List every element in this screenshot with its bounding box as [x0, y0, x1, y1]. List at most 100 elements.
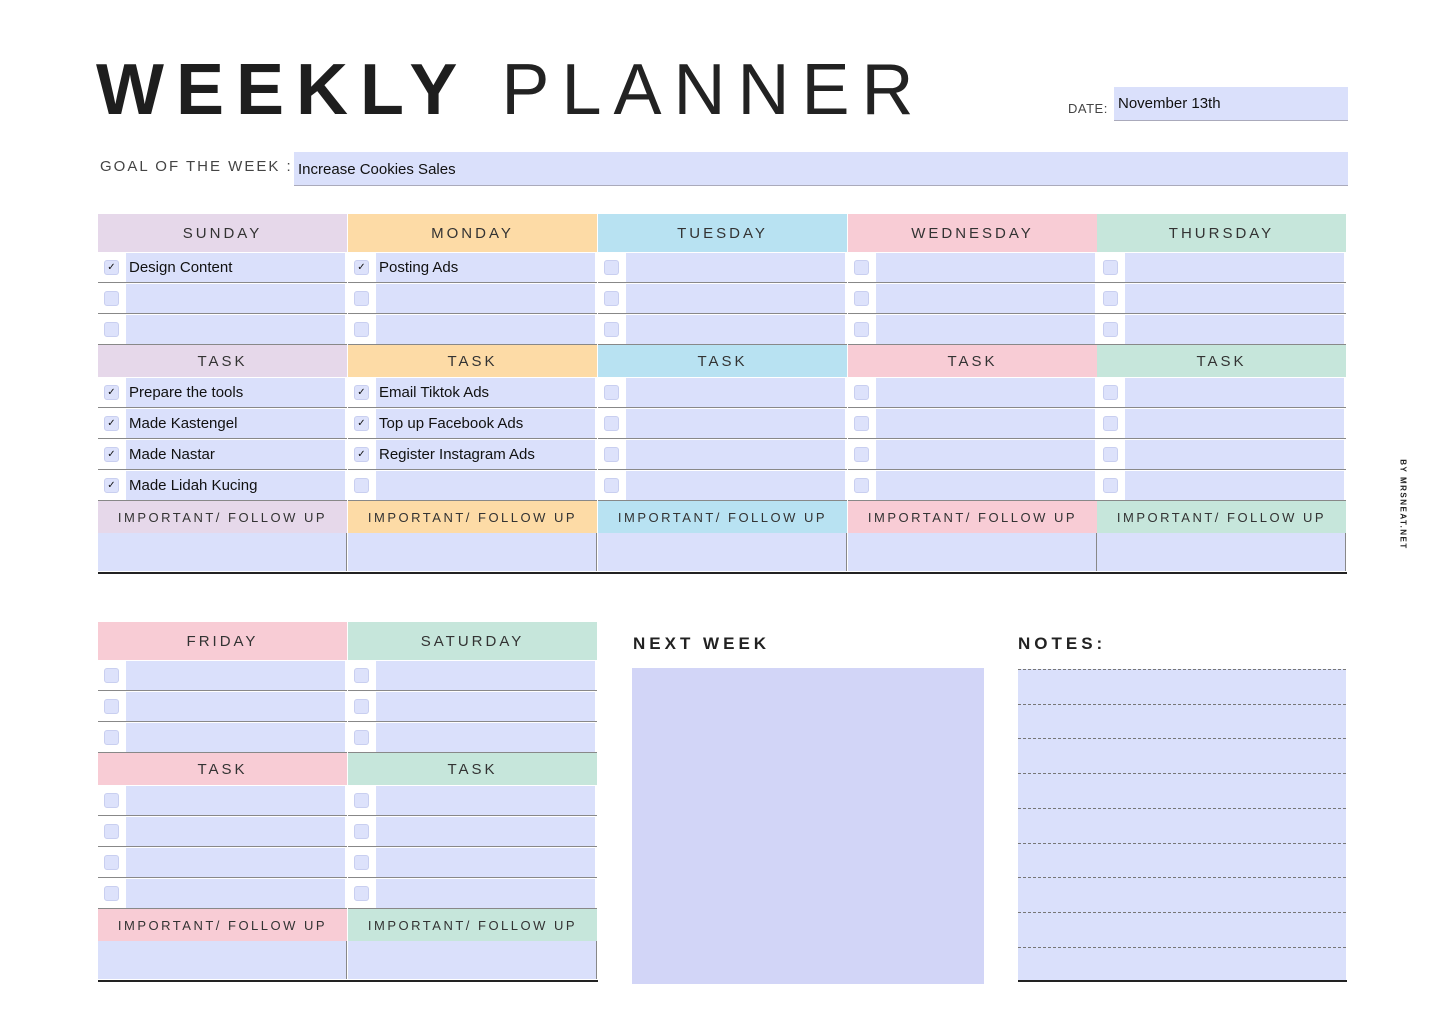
task-text[interactable]	[626, 314, 845, 344]
task-text[interactable]: Top up Facebook Ads	[376, 408, 595, 438]
important-field[interactable]	[98, 941, 347, 979]
task-text[interactable]	[876, 439, 1095, 469]
notes-line[interactable]	[1018, 807, 1346, 843]
checkbox[interactable]	[1103, 259, 1118, 275]
task-text[interactable]	[126, 878, 345, 908]
checkbox[interactable]	[104, 290, 119, 306]
task-text[interactable]	[126, 722, 345, 752]
checkbox[interactable]: ✓	[354, 415, 369, 431]
task-text[interactable]	[126, 314, 345, 344]
checkbox[interactable]	[604, 384, 619, 400]
task-text[interactable]: Design Content	[126, 252, 345, 282]
task-text[interactable]	[376, 722, 595, 752]
checkbox[interactable]	[354, 477, 369, 493]
task-text[interactable]	[126, 283, 345, 313]
notes-line[interactable]	[1018, 773, 1346, 809]
checkbox[interactable]	[1103, 384, 1118, 400]
checkbox[interactable]: ✓	[354, 259, 369, 275]
checkbox[interactable]	[104, 667, 119, 683]
notes-line[interactable]	[1018, 842, 1346, 878]
checkbox[interactable]	[104, 321, 119, 337]
checkbox[interactable]	[354, 823, 369, 839]
checkbox[interactable]: ✓	[104, 477, 119, 493]
notes-line[interactable]	[1018, 911, 1346, 947]
checkbox[interactable]: ✓	[104, 446, 119, 462]
task-text[interactable]	[126, 660, 345, 690]
next-week-box[interactable]	[632, 668, 984, 984]
checkbox[interactable]: ✓	[104, 415, 119, 431]
checkbox[interactable]	[854, 384, 869, 400]
checkbox[interactable]	[604, 415, 619, 431]
checkbox[interactable]	[104, 698, 119, 714]
checkbox[interactable]	[354, 667, 369, 683]
checkbox[interactable]: ✓	[104, 384, 119, 400]
checkbox[interactable]	[104, 729, 119, 745]
task-text[interactable]	[1125, 408, 1344, 438]
task-text[interactable]	[876, 283, 1095, 313]
goal-field[interactable]: Increase Cookies Sales	[294, 152, 1348, 186]
task-text[interactable]	[376, 816, 595, 846]
checkbox[interactable]	[354, 729, 369, 745]
important-field[interactable]	[598, 533, 847, 571]
task-text[interactable]	[1125, 252, 1344, 282]
task-text[interactable]	[126, 847, 345, 877]
checkbox[interactable]: ✓	[354, 446, 369, 462]
notes-line[interactable]	[1018, 877, 1346, 913]
task-text[interactable]: Made Lidah Kucing	[126, 470, 345, 500]
checkbox[interactable]	[604, 290, 619, 306]
checkbox[interactable]	[354, 854, 369, 870]
checkbox[interactable]	[354, 321, 369, 337]
checkbox[interactable]	[604, 477, 619, 493]
task-text[interactable]	[1125, 470, 1344, 500]
checkbox[interactable]	[354, 792, 369, 808]
task-text[interactable]	[1125, 377, 1344, 407]
task-text[interactable]	[1125, 439, 1344, 469]
notes-line[interactable]	[1018, 703, 1346, 739]
checkbox[interactable]	[854, 259, 869, 275]
task-text[interactable]	[126, 785, 345, 815]
checkbox[interactable]	[104, 854, 119, 870]
checkbox[interactable]	[1103, 477, 1118, 493]
task-text[interactable]	[126, 691, 345, 721]
checkbox[interactable]	[854, 415, 869, 431]
task-text[interactable]	[376, 314, 595, 344]
task-text[interactable]: Posting Ads	[376, 252, 595, 282]
checkbox[interactable]	[104, 823, 119, 839]
notes-line[interactable]	[1018, 738, 1346, 774]
task-text[interactable]	[626, 408, 845, 438]
checkbox[interactable]	[354, 885, 369, 901]
checkbox[interactable]	[604, 446, 619, 462]
checkbox[interactable]	[354, 290, 369, 306]
task-text[interactable]	[626, 283, 845, 313]
notes-line[interactable]	[1018, 946, 1346, 982]
checkbox[interactable]	[604, 259, 619, 275]
checkbox[interactable]	[104, 792, 119, 808]
task-text[interactable]	[626, 377, 845, 407]
task-text[interactable]	[626, 252, 845, 282]
checkbox[interactable]	[854, 321, 869, 337]
task-text[interactable]	[1125, 283, 1344, 313]
task-text[interactable]	[376, 878, 595, 908]
checkbox[interactable]	[1103, 321, 1118, 337]
task-text[interactable]	[876, 252, 1095, 282]
task-text[interactable]: Prepare the tools	[126, 377, 345, 407]
important-field[interactable]	[98, 533, 347, 571]
important-field[interactable]	[848, 533, 1097, 571]
date-field[interactable]: November 13th	[1114, 87, 1348, 121]
task-text[interactable]: Made Kastengel	[126, 408, 345, 438]
task-text[interactable]	[626, 470, 845, 500]
checkbox[interactable]: ✓	[104, 259, 119, 275]
checkbox[interactable]	[104, 885, 119, 901]
task-text[interactable]	[376, 283, 595, 313]
notes-line[interactable]	[1018, 669, 1346, 704]
task-text[interactable]	[876, 408, 1095, 438]
task-text[interactable]: Register Instagram Ads	[376, 439, 595, 469]
task-text[interactable]	[376, 470, 595, 500]
checkbox[interactable]	[354, 698, 369, 714]
checkbox[interactable]: ✓	[354, 384, 369, 400]
task-text[interactable]	[876, 314, 1095, 344]
task-text[interactable]	[376, 847, 595, 877]
important-field[interactable]	[348, 941, 597, 979]
important-field[interactable]	[1097, 533, 1346, 571]
task-text[interactable]	[626, 439, 845, 469]
